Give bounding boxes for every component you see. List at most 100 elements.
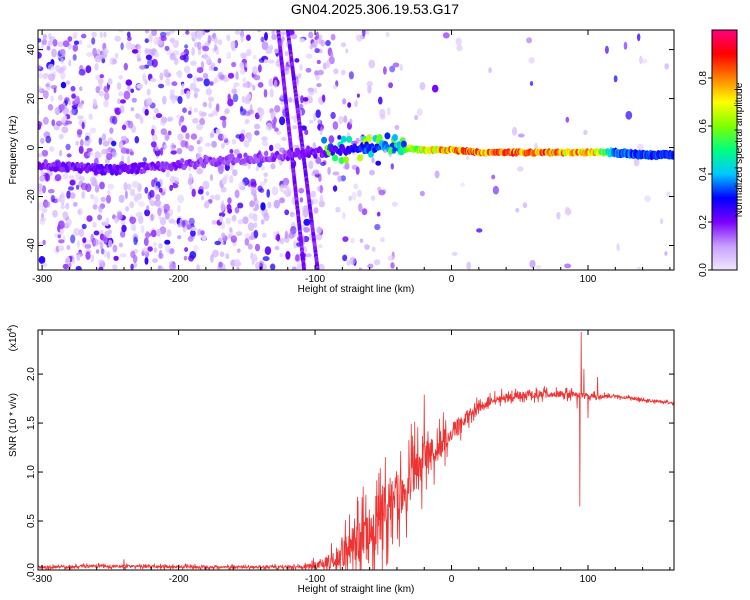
figure-title: GN04.2025.306.19.53.G17 [291,1,459,17]
spectrogram-noise-cell [66,80,70,85]
spectrogram-noise-cell [59,48,66,55]
colorbar-tick-label: 0.0 [698,263,709,277]
spectrogram-noise-cell [184,44,189,49]
spectrogram-noise-cell [354,100,359,108]
spectrogram-noise-cell [42,34,48,40]
spectrogram-ridge-cell [237,153,243,159]
spectrogram-noise-cell [90,254,95,263]
spectrogram-noise-cell [101,148,107,155]
spectrogram-noise-cell [348,195,353,202]
spectrogram-noise-cell [58,104,65,112]
spectrogram-noise-cell [93,157,99,166]
spectrogram-noise-cell [261,41,269,50]
spectrogram-noise-cell [258,108,265,117]
spectrogram-noise-cell [158,187,163,193]
spectrogram-noise-cell [38,183,43,192]
spectrogram-noise-cell [193,88,200,93]
spectrogram-noise-cell [86,52,93,57]
spectrogram-noise-cell [43,90,49,99]
spectrogram-noise-cell [136,83,144,89]
spectrogram-noise-cell [70,85,76,92]
spectrogram-noise-cell [142,247,149,254]
spectrogram-noise-cell [57,234,62,239]
spectrogram-noise-cell [491,174,496,180]
spectrogram-noise-cell [54,106,61,116]
spectrogram-noise-cell [304,129,309,136]
spectrogram-ridge-cell [179,158,185,164]
spectrogram-noise-cell [227,197,232,205]
spectrogram-noise-cell [315,156,322,165]
spectrogram-noise-cell [392,62,400,68]
spectrogram-noise-cell [222,134,227,140]
spectrogram-noise-cell [296,263,302,270]
spectrogram-noise-cell [211,140,218,148]
spectrogram-noise-cell [133,236,138,246]
spectrogram-noise-cell [208,101,213,109]
spectrogram-noise-cell [271,34,278,40]
spectrogram-noise-cell [235,231,243,237]
spectrogram-noise-cell [81,33,87,39]
spectrogram-noise-cell [189,82,197,91]
spectrogram-noise-cell [112,58,117,65]
spectrogram-noise-cell [201,234,207,241]
spectrogram-noise-cell [103,85,110,93]
spectrogram-noise-cell [213,36,218,44]
spectrogram-noise-cell [177,194,185,204]
spectrogram-noise-cell [664,251,668,256]
spectrogram-noise-cell [230,235,238,243]
spectrogram-noise-cell [308,31,314,39]
spectrogram-noise-cell [66,153,72,158]
spectrogram-noise-cell [191,46,195,56]
spectrogram-noise-cell [492,185,499,195]
spectrogram-noise-cell [371,246,376,252]
spectrogram-noise-cell [240,35,244,43]
spectrogram-noise-cell [142,157,147,163]
spectrogram-noise-cell [177,235,182,240]
spectrogram-noise-cell [121,224,127,233]
spectrogram-noise-cell [221,143,225,149]
spectrogram-noise-cell [169,184,174,192]
spectrogram-noise-cell [147,59,154,67]
spectrogram-noise-cell [305,253,312,258]
spectrogram-noise-cell [210,194,215,200]
spectrogram-noise-cell [123,182,128,191]
spectrogram-noise-cell [302,97,309,102]
spectrogram-noise-cell [144,79,148,86]
spectrogram-noise-cell [92,221,97,228]
spectrogram-y-label: Frequency (Hz) [8,116,19,185]
spectrogram-noise-cell [356,34,363,42]
spectrogram-noise-cell [217,133,224,141]
spectrogram-noise-cell [289,211,295,218]
spectrogram-noise-cell [150,229,157,238]
spectrogram-noise-cell [169,175,176,184]
spectrogram-noise-cell [109,127,114,134]
spectrogram-noise-cell [180,140,187,148]
spectrogram-noise-cell [171,81,178,87]
spectrogram-noise-cell [247,93,252,100]
spectrogram-noise-cell [269,144,274,152]
spectrogram-noise-cell [70,234,76,244]
spectrogram-noise-cell [68,59,72,67]
spectrogram-noise-cell [103,99,109,108]
spectrogram-noise-cell [86,215,93,222]
spectrogram-noise-cell [247,134,252,143]
spectrogram-noise-cell [219,215,224,223]
spectrogram-noise-cell [85,65,92,74]
spectrogram-noise-cell [155,113,163,119]
spectrogram-ridge-cell [340,135,347,143]
spectrogram-noise-cell [165,31,171,36]
spectrogram-noise-cell [338,115,344,125]
spectrogram-noise-cell [98,90,105,97]
spectrogram-noise-cell [84,140,90,147]
spectrogram-noise-cell [368,59,376,69]
spectrogram-noise-cell [71,93,76,99]
spectrogram-noise-cell [145,48,152,54]
spectrogram-noise-cell [246,48,252,57]
spectrogram-noise-cell [120,42,124,51]
spectrogram-noise-cell [48,36,56,41]
spectrogram-noise-cell [333,68,339,75]
spectrogram-noise-cell [107,183,114,190]
spectrogram-noise-cell [188,254,195,262]
spectrogram-noise-cell [255,165,260,172]
spectrogram-noise-cell [158,83,165,89]
